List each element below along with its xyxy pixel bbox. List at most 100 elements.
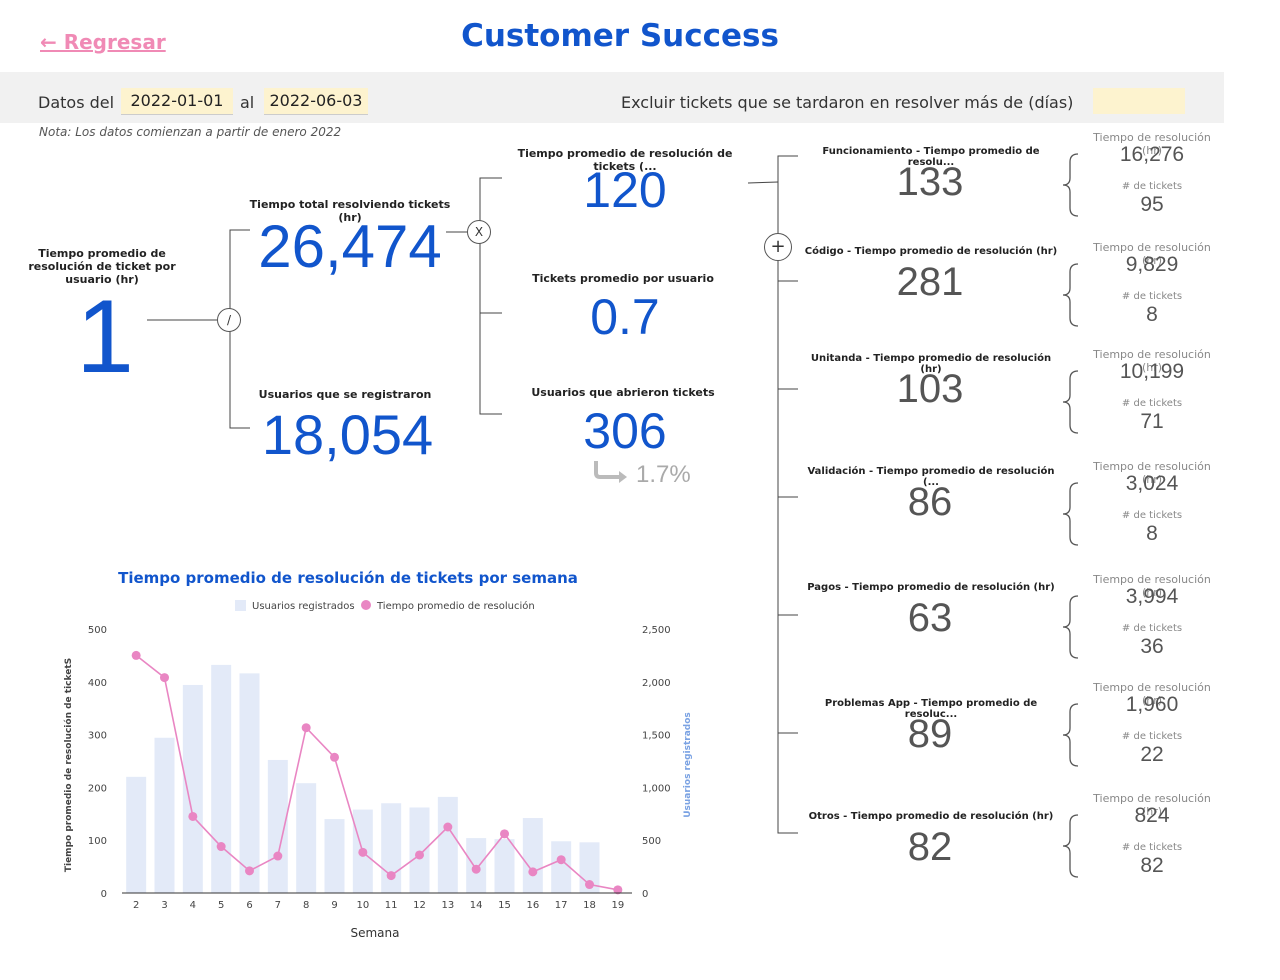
line-point [245,866,254,876]
category-time-value: 1,960 [1125,693,1179,716]
x-tick-label: 17 [555,900,568,911]
x-tick-label: 18 [583,900,596,911]
brace-icon [1062,482,1079,546]
category-avg-value: 133 [896,160,964,204]
line-point [471,864,481,874]
arrow-return-icon [594,461,627,483]
y-tick-label: 200 [88,783,107,794]
total-time-value: 26,474 [258,213,442,280]
tickets-per-user-value: 0.7 [590,289,660,345]
y-tick-label: 500 [88,625,107,636]
bar [296,783,317,893]
line-point [216,842,226,852]
brace-icon [1062,814,1079,878]
start-date-picker[interactable]: 2022-01-01 [121,88,233,115]
x-tick-label: 15 [498,900,511,911]
line-point [613,885,623,895]
users-opened-value: 306 [583,403,667,459]
x-tick-label: 3 [161,900,167,911]
category-tickets-label: # de tickets [1121,398,1183,409]
legend-label-bar: Usuarios registrados [252,601,355,612]
y2-tick-label: 500 [642,836,661,847]
category-tickets-label: # de tickets [1121,181,1183,192]
y-tick-label: 100 [88,836,107,847]
category-label: Pagos - Tiempo promedio de resolución (h… [807,582,1055,593]
users-registered-label: Usuarios que se registraron [258,388,432,401]
bar [409,807,430,893]
y2-tick-label: 0 [642,889,648,900]
brace-icon [1062,153,1079,217]
category-label: Otros - Tiempo promedio de resolución (h… [808,811,1054,822]
category-avg-value: 63 [907,596,953,640]
x-tick-label: 10 [356,900,369,911]
line-point [160,673,169,683]
x-tick-label: 9 [331,900,337,911]
to-label: al [240,93,255,112]
legend-label-line: Tiempo promedio de resolución [376,600,535,612]
weekly-resolution-chart: Tiempo promedio de resolución de tickets… [63,569,693,940]
y2-tick-label: 2,000 [642,678,671,689]
x-tick-label: 2 [133,900,139,911]
x-axis-label: Semana [350,926,399,940]
y-tick-label: 400 [88,678,107,689]
line-point [556,855,566,865]
end-date-picker[interactable]: 2022-06-03 [264,88,368,115]
brace-icon [1062,263,1079,327]
category-time-label: Tiempo de resolución (hr) [1093,460,1211,486]
x-tick-label: 13 [441,900,454,911]
category-tickets-value: 82 [1140,854,1164,877]
category-avg-value: 89 [907,712,953,756]
legend-swatch-bar [235,600,246,611]
x-tick-label: 4 [190,900,196,911]
category-time-label: Tiempo de resolución (hr) [1093,681,1211,707]
category-time-value: 9,829 [1125,253,1179,276]
category-tickets-value: 95 [1140,193,1164,216]
y2-tick-label: 2,500 [642,625,671,636]
category-avg-value: 103 [896,367,964,411]
x-tick-label: 14 [470,900,483,911]
category-tickets-label: # de tickets [1121,291,1183,302]
line-point [301,723,311,733]
data-note: Nota: Los datos comienzan a partir de en… [39,125,342,139]
tickets-per-user-label: Tickets promedio por usuario [532,272,714,285]
category-label: Código - Tiempo promedio de resolución (… [804,246,1058,257]
x-tick-label: 5 [218,900,224,911]
exclude-days-input[interactable] [1093,88,1185,114]
series-line [135,654,618,891]
y2-axis-label: Usuarios registrados [683,712,693,818]
y-axis-label: Tiempo promedio de resolución de ticketS [63,658,74,872]
x-tick-label: 6 [246,900,252,911]
brace-icon [1062,703,1079,767]
line-point [585,880,594,890]
category-avg-value: 82 [907,825,953,869]
line-point [188,811,198,821]
category-tickets-value: 36 [1140,635,1164,658]
from-label: Datos del [38,93,115,112]
bar [239,673,260,893]
bar [211,664,232,893]
back-link[interactable]: ← Regresar [40,30,166,54]
y2-tick-label: 1,500 [642,731,671,742]
line-point [273,851,283,861]
avg-resolution-label: Tiempo promedio de resolución de tickets… [517,147,733,173]
x-tick-label: 8 [303,900,309,911]
plus-operator: + [764,233,792,261]
chart-title: Tiempo promedio de resolución de tickets… [118,569,578,587]
category-tickets-label: # de tickets [1121,623,1183,634]
category-time-label: Tiempo de resolución (hr) [1093,131,1211,157]
brace-icon [1062,370,1079,434]
category-avg-value: 281 [896,260,964,304]
avg-per-user-value: 1 [76,279,134,395]
line-point [415,850,424,860]
total-time-label: Tiempo total resolviendo tickets (hr) [249,198,451,224]
users-opened-label: Usuarios que abrieron tickets [531,386,715,399]
category-time-value: 16,276 [1119,143,1185,166]
bar [126,776,147,893]
bar [324,819,345,893]
users-opened-pct: 1.7% [636,461,691,488]
category-tickets-value: 8 [1146,522,1158,545]
category-time-label: Tiempo de resolución (hr) [1093,792,1211,818]
multiply-operator: X [467,220,491,244]
bar [551,841,572,893]
category-tickets-value: 71 [1140,410,1164,433]
